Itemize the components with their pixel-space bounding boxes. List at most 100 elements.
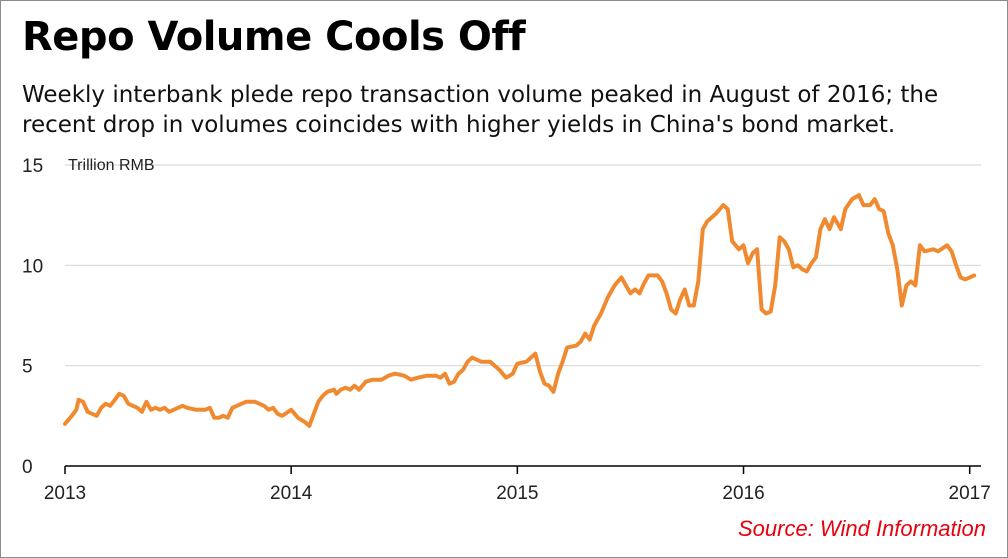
data-point xyxy=(303,421,306,423)
data-point xyxy=(168,411,170,413)
data-point xyxy=(439,376,442,379)
data-point xyxy=(512,372,514,375)
data-point xyxy=(552,390,555,393)
data-point xyxy=(457,372,460,375)
data-point xyxy=(150,409,152,411)
data-point xyxy=(340,388,342,391)
data-point xyxy=(901,304,903,307)
data-point xyxy=(444,372,446,375)
data-point xyxy=(955,264,957,267)
data-point xyxy=(869,204,871,206)
gridlines xyxy=(65,164,981,367)
data-point xyxy=(525,360,528,363)
chart-subtitle: Weekly interbank plede repo transaction … xyxy=(22,82,939,138)
data-point xyxy=(665,292,668,295)
data-point xyxy=(227,417,229,419)
data-point xyxy=(706,220,709,222)
data-point xyxy=(769,310,772,313)
data-point xyxy=(426,374,428,377)
data-point xyxy=(688,304,691,307)
data-point xyxy=(801,268,804,271)
data-point xyxy=(123,394,125,397)
data-point xyxy=(177,407,179,409)
data-point xyxy=(154,407,157,409)
data-point xyxy=(923,250,926,253)
data-point xyxy=(100,407,102,409)
data-point xyxy=(136,407,139,409)
data-point xyxy=(702,228,704,231)
data-point xyxy=(489,360,492,363)
data-point xyxy=(365,380,367,383)
data-point xyxy=(276,413,279,415)
y-tick-label: 15 xyxy=(22,156,43,177)
data-point xyxy=(471,356,473,359)
data-point xyxy=(181,405,184,407)
data-point xyxy=(910,280,912,283)
data-point xyxy=(505,376,507,379)
data-point xyxy=(290,409,292,411)
data-point xyxy=(600,312,602,315)
data-point xyxy=(516,362,519,365)
data-point xyxy=(833,216,835,218)
data-point xyxy=(683,288,686,291)
data-point xyxy=(132,405,134,407)
data-point xyxy=(937,250,939,253)
data-point xyxy=(236,405,238,407)
data-point xyxy=(634,288,636,291)
data-point xyxy=(480,360,482,363)
data-point xyxy=(353,384,356,387)
data-point xyxy=(204,409,207,411)
data-point xyxy=(159,409,161,411)
data-point xyxy=(896,268,899,271)
data-point xyxy=(778,236,781,239)
data-point xyxy=(887,232,890,235)
data-point xyxy=(245,400,247,403)
data-point xyxy=(322,394,324,397)
data-point xyxy=(91,413,93,415)
data-point xyxy=(620,276,623,279)
data-point xyxy=(333,388,335,391)
data-point xyxy=(561,360,564,363)
data-point xyxy=(661,280,663,283)
data-point xyxy=(335,392,338,395)
data-point xyxy=(77,398,80,401)
data-point xyxy=(792,266,795,269)
y-axis-ticks: 0 5 10 15 xyxy=(22,156,43,478)
data-point xyxy=(625,284,627,287)
data-point xyxy=(968,276,971,279)
data-point xyxy=(593,324,596,327)
y-tick-label: 0 xyxy=(22,457,33,478)
data-point xyxy=(349,388,351,391)
data-point xyxy=(629,292,632,295)
data-point xyxy=(862,204,865,206)
data-point xyxy=(932,248,935,251)
data-point xyxy=(448,382,451,385)
data-point xyxy=(575,344,577,347)
data-point xyxy=(127,402,130,405)
y-axis-label: Trillion RMB xyxy=(68,157,155,174)
data-point xyxy=(643,282,645,285)
data-point xyxy=(760,308,763,311)
data-point xyxy=(75,409,78,411)
data-point xyxy=(839,228,842,231)
data-point xyxy=(312,413,315,415)
data-point xyxy=(647,274,650,277)
data-point xyxy=(104,402,107,405)
data-point xyxy=(738,248,740,251)
data-point xyxy=(697,280,700,283)
data-point xyxy=(297,417,299,419)
data-point xyxy=(959,276,962,279)
data-point xyxy=(70,415,73,417)
data-point xyxy=(118,392,121,395)
data-point xyxy=(964,278,966,281)
data-point xyxy=(417,376,419,379)
data-point xyxy=(539,370,541,373)
data-point xyxy=(679,298,681,301)
data-point xyxy=(543,382,546,385)
data-point xyxy=(588,338,591,341)
x-tick-label: 2015 xyxy=(496,483,538,504)
data-point xyxy=(742,244,745,247)
data-point xyxy=(715,212,718,214)
x-axis: 2013 2014 2015 2016 2017 xyxy=(44,465,991,504)
